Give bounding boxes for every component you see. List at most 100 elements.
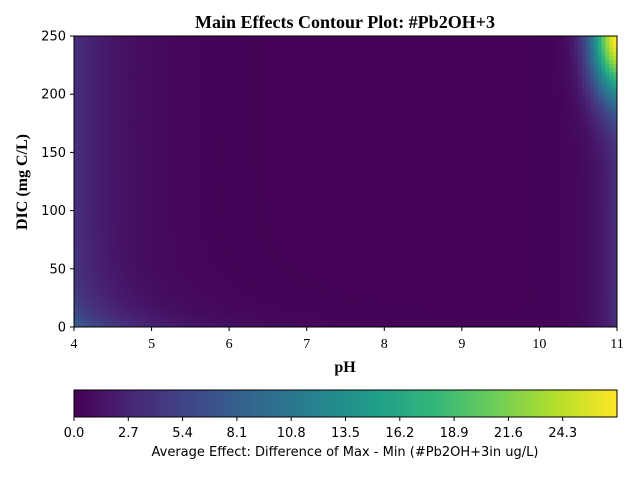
contour-cell	[139, 173, 145, 179]
contour-cell	[97, 96, 102, 102]
contour-cell	[574, 76, 579, 82]
contour-cell	[341, 76, 347, 82]
contour-cell	[225, 92, 230, 98]
contour-cell	[333, 169, 339, 175]
contour-cell	[139, 68, 145, 73]
contour-cell	[426, 48, 432, 53]
contour-cell	[481, 133, 486, 138]
contour-cell	[295, 169, 300, 175]
contour-cell	[143, 177, 149, 183]
contour-cell	[314, 92, 319, 98]
contour-cell	[403, 120, 409, 126]
contour-cell	[395, 104, 401, 110]
contour-cell	[209, 40, 215, 45]
contour-cell	[547, 100, 552, 106]
contour-cell	[423, 68, 428, 73]
contour-cell	[112, 165, 118, 170]
contour-cell	[512, 60, 517, 65]
contour-cell	[609, 104, 614, 110]
contour-cell	[155, 116, 160, 122]
contour-cell	[489, 104, 494, 110]
contour-cell	[229, 112, 234, 118]
contour-cell	[504, 72, 509, 78]
contour-cell	[554, 100, 560, 106]
contour-cell	[566, 80, 572, 86]
contour-cell	[504, 84, 509, 90]
contour-cell	[155, 133, 160, 138]
contour-cell	[361, 100, 366, 106]
contour-cell	[535, 80, 541, 86]
contour-cell	[108, 96, 114, 102]
contour-cell	[217, 112, 222, 118]
contour-cell	[105, 128, 110, 134]
contour-cell	[318, 124, 323, 130]
contour-cell	[516, 153, 521, 158]
contour-cell	[593, 68, 599, 73]
contour-cell	[105, 100, 110, 106]
contour-cell	[302, 137, 308, 142]
contour-cell	[329, 88, 335, 94]
contour-cell	[198, 60, 203, 65]
contour-cell	[85, 145, 91, 150]
contour-cell	[489, 60, 494, 65]
contour-cell	[221, 84, 226, 90]
contour-cell	[260, 161, 265, 166]
contour-cell	[159, 80, 164, 86]
contour-cell	[105, 44, 110, 49]
contour-cell	[337, 80, 343, 86]
contour-cell	[213, 48, 219, 53]
contour-cell	[225, 177, 230, 183]
contour-cell	[81, 116, 87, 122]
contour-cell	[221, 68, 226, 73]
contour-cell	[337, 120, 343, 126]
contour-cell	[143, 56, 149, 61]
contour-cell	[132, 108, 137, 114]
contour-cell	[372, 52, 378, 57]
contour-cell	[221, 72, 226, 78]
contour-cell	[298, 177, 304, 183]
contour-cell	[201, 88, 207, 94]
contour-cell	[244, 137, 250, 142]
contour-cell	[562, 112, 568, 118]
contour-cell	[74, 80, 79, 86]
contour-cell	[139, 161, 145, 166]
contour-cell	[554, 44, 560, 49]
contour-cell	[585, 141, 591, 146]
contour-cell	[345, 149, 350, 154]
contour-cell	[551, 161, 556, 166]
contour-cell	[174, 145, 180, 150]
contour-cell	[256, 96, 261, 102]
contour-cell	[105, 76, 110, 82]
contour-cell	[143, 92, 149, 98]
contour-cell	[465, 165, 471, 170]
contour-cell	[174, 76, 180, 82]
contour-cell	[388, 153, 393, 158]
contour-cell	[159, 64, 164, 69]
contour-cell	[120, 108, 126, 114]
contour-cell	[392, 100, 397, 106]
contour-cell	[167, 104, 172, 110]
contour-cell	[105, 72, 110, 78]
contour-cell	[582, 112, 587, 118]
contour-cell	[271, 96, 277, 102]
contour-cell	[236, 92, 242, 98]
contour-cell	[260, 104, 265, 110]
contour-cell	[481, 44, 486, 49]
contour-cell	[341, 36, 347, 41]
contour-cell	[345, 124, 350, 130]
contour-cell	[613, 173, 617, 179]
contour-cell	[337, 36, 343, 41]
contour-cell	[279, 157, 285, 162]
contour-cell	[260, 169, 265, 175]
contour-cell	[407, 177, 413, 183]
contour-cell	[473, 120, 478, 126]
contour-cell	[419, 40, 424, 45]
contour-cell	[322, 48, 327, 53]
contour-cell	[430, 100, 436, 106]
contour-cell	[539, 149, 544, 154]
contour-cell	[244, 56, 250, 61]
contour-cell	[407, 165, 413, 170]
contour-cell	[209, 64, 215, 69]
contour-cell	[178, 48, 184, 53]
contour-cell	[512, 137, 517, 142]
